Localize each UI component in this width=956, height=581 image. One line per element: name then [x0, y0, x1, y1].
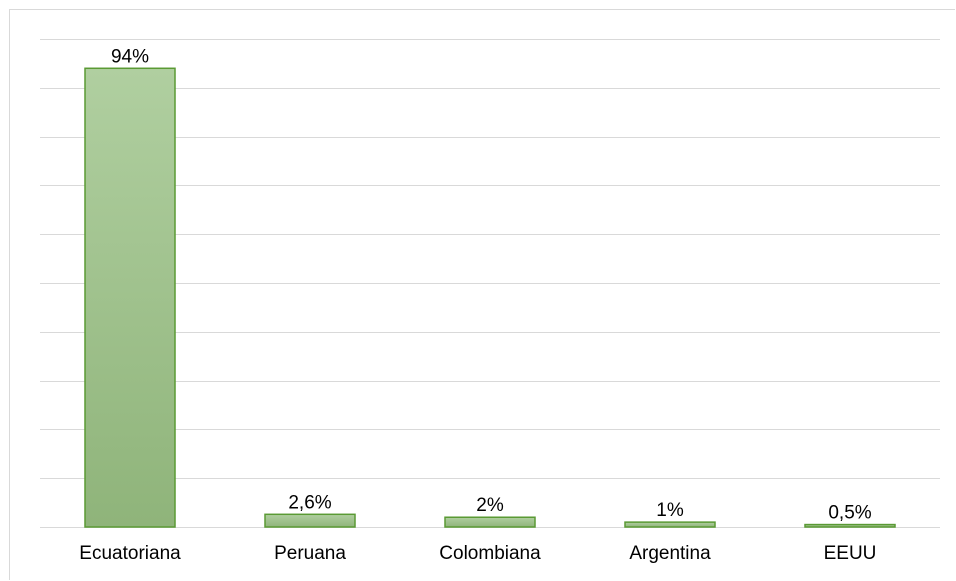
bars — [84, 67, 896, 528]
gridlines — [40, 39, 940, 528]
bar-ecuatoriana — [84, 67, 176, 528]
x-tick-label-peruana: Peruana — [274, 543, 346, 564]
data-label-peruana: 2,6% — [288, 492, 331, 513]
data-label-eeuu: 0,5% — [828, 503, 871, 524]
x-tick-label-colombiana: Colombiana — [439, 543, 541, 564]
bar-peruana — [264, 513, 356, 528]
x-tick-label-eeuu: EEUU — [824, 543, 877, 564]
bar-colombiana — [444, 516, 536, 528]
data-label-argentina: 1% — [656, 500, 684, 521]
x-tick-label-ecuatoriana: Ecuatoriana — [79, 543, 181, 564]
bar-argentina — [624, 521, 716, 528]
data-label-ecuatoriana: 94% — [111, 46, 149, 67]
data-labels: 94% 2,6% 2% 1% 0,5% — [111, 46, 872, 523]
x-tick-label-argentina: Argentina — [629, 543, 711, 564]
data-label-colombiana: 2% — [476, 495, 504, 516]
x-axis-tick-labels: Ecuatoriana Peruana Colombiana Argentina EEU… — [79, 543, 876, 564]
bar-eeuu — [804, 523, 896, 528]
